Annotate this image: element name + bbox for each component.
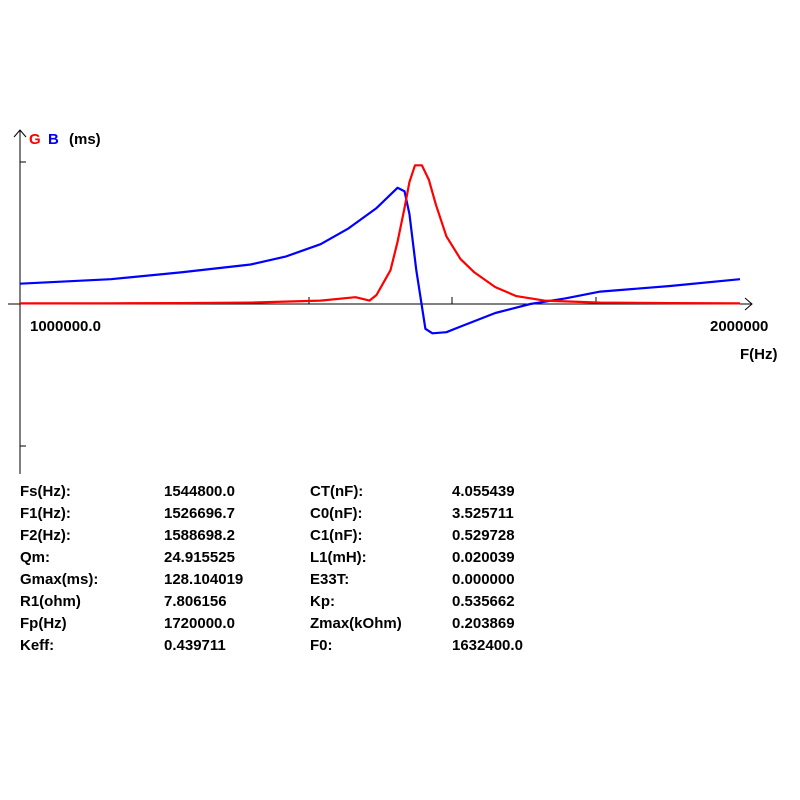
param-value: 0.529728 bbox=[452, 527, 515, 544]
param-value: 0.535662 bbox=[452, 593, 515, 610]
param-label: F2(Hz): bbox=[20, 527, 71, 544]
param-value: 24.915525 bbox=[164, 549, 235, 566]
parameter-table: Fs(Hz): 1544800.0 CT(nF): 4.055439 F1(Hz… bbox=[20, 481, 580, 657]
param-value: 1526696.7 bbox=[164, 505, 235, 522]
param-value: 1632400.0 bbox=[452, 637, 523, 654]
parameter-row: Keff: 0.439711 F0: 1632400.0 bbox=[20, 635, 580, 657]
param-value: 128.104019 bbox=[164, 571, 244, 588]
param-value: 4.055439 bbox=[452, 483, 515, 500]
param-value: 1544800.0 bbox=[164, 483, 235, 500]
parameter-row: F2(Hz): 1588698.2 C1(nF): 0.529728 bbox=[20, 525, 580, 547]
param-value: 7.806156 bbox=[164, 593, 227, 610]
series-g-line bbox=[19, 164, 741, 305]
parameter-row: R1(ohm) 7.806156 Kp: 0.535662 bbox=[20, 591, 580, 613]
param-label: Qm: bbox=[20, 549, 50, 566]
y-axis-arrow-icon bbox=[13, 129, 27, 138]
parameter-row: Qm: 24.915525 L1(mH): 0.020039 bbox=[20, 547, 580, 569]
legend-b-label: B bbox=[48, 131, 59, 148]
x-start-label: 1000000.0 bbox=[30, 318, 101, 335]
parameter-row: F1(Hz): 1526696.7 C0(nF): 3.525711 bbox=[20, 503, 580, 525]
param-value: 0.000000 bbox=[452, 571, 515, 588]
param-label: Keff: bbox=[20, 637, 55, 654]
param-label: E33T: bbox=[310, 571, 350, 588]
legend-unit-label: (ms) bbox=[69, 131, 101, 148]
param-label: Gmax(ms): bbox=[20, 571, 99, 588]
param-label: F1(Hz): bbox=[20, 505, 71, 522]
param-label: Kp: bbox=[310, 593, 335, 610]
param-value: 1720000.0 bbox=[164, 615, 235, 632]
x-end-label: 2000000 bbox=[710, 318, 768, 335]
series-b-line bbox=[19, 186, 741, 335]
param-label: C1(nF): bbox=[310, 527, 363, 544]
param-value: 0.203869 bbox=[452, 615, 515, 632]
parameter-row: Gmax(ms): 128.104019 E33T: 0.000000 bbox=[20, 569, 580, 591]
parameter-row: Fp(Hz) 1720000.0 Zmax(kOhm) 0.203869 bbox=[20, 613, 580, 635]
param-value: 0.020039 bbox=[452, 549, 515, 566]
param-value: 1588698.2 bbox=[164, 527, 235, 544]
param-value: 0.439711 bbox=[164, 637, 226, 654]
param-label: CT(nF): bbox=[310, 483, 364, 500]
param-label: Fs(Hz): bbox=[20, 483, 71, 500]
param-label: L1(mH): bbox=[310, 549, 367, 566]
param-label: Zmax(kOhm) bbox=[310, 615, 402, 632]
param-value: 3.525711 bbox=[452, 505, 514, 522]
x-axis-arrow-icon bbox=[744, 297, 753, 311]
param-label: Fp(Hz) bbox=[20, 615, 67, 632]
x-axis-title: F(Hz) bbox=[740, 346, 778, 363]
legend-g-label: G bbox=[29, 131, 41, 148]
parameter-row: Fs(Hz): 1544800.0 CT(nF): 4.055439 bbox=[20, 481, 580, 503]
param-label: C0(nF): bbox=[310, 505, 363, 522]
param-label: R1(ohm) bbox=[20, 593, 81, 610]
param-label: F0: bbox=[310, 637, 333, 654]
